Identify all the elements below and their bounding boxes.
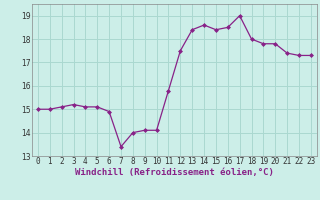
X-axis label: Windchill (Refroidissement éolien,°C): Windchill (Refroidissement éolien,°C) [75,168,274,177]
